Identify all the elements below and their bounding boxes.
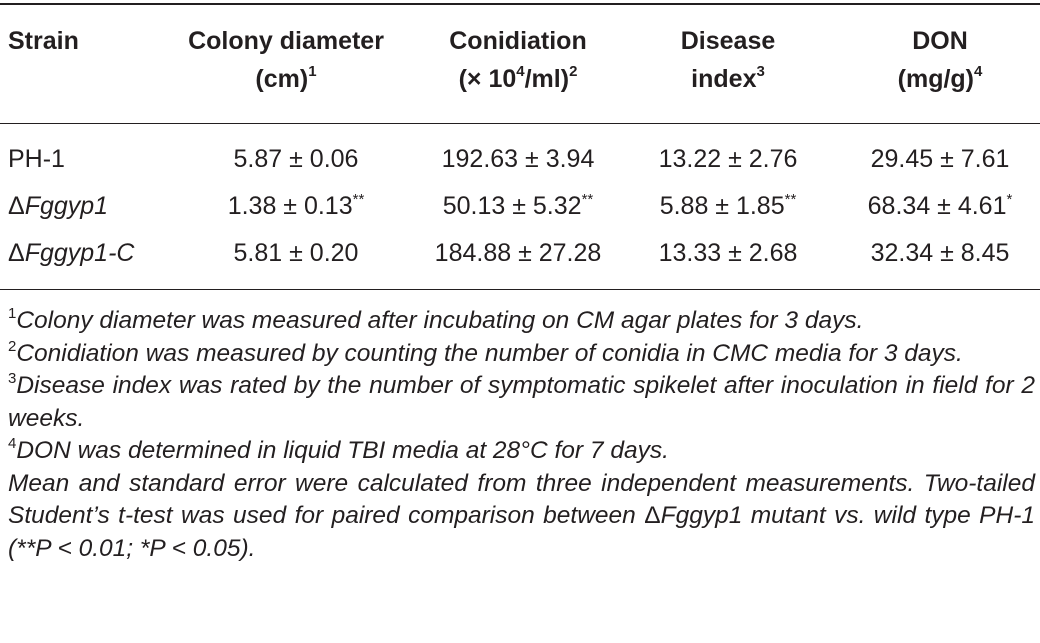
table-bottom-rule: [0, 289, 1040, 290]
colony-diameter-cell: 5.87 ± 0.06: [233, 145, 359, 173]
header-colony-diameter: Colony diameter (cm)1: [188, 27, 384, 93]
header-rule: [0, 123, 1040, 124]
don-cell: 68.34 ± 4.61*: [867, 191, 1013, 220]
disease-index-cell: 13.22 ± 2.76: [658, 145, 798, 173]
table-top-rule: [0, 3, 1040, 5]
header-don: DON (mg/g)4: [897, 27, 983, 93]
header-strain: Strain: [8, 27, 79, 55]
colony-diameter-cell: 5.81 ± 0.20: [233, 239, 359, 267]
conidiation-cell: 184.88 ± 27.28: [434, 239, 602, 267]
footnote-colony-diameter: 1Colony diameter was measured after incu…: [8, 305, 864, 334]
footnote-don: 4DON was determined in liquid TBI media …: [8, 435, 669, 464]
header-conidiation: Conidiation (× 104/ml)2: [449, 27, 587, 93]
footnote-disease-index: 3Disease index was rated by the number o…: [8, 370, 1035, 432]
strain-cell: PH-1: [8, 145, 65, 173]
conidiation-cell: 192.63 ± 3.94: [441, 145, 595, 173]
don-cell: 29.45 ± 7.61: [870, 145, 1010, 173]
colony-diameter-cell: 1.38 ± 0.13**: [227, 191, 365, 220]
conidiation-cell: 50.13 ± 5.32**: [442, 191, 594, 220]
footnote-conidiation: 2Conidiation was measured by counting th…: [8, 337, 963, 367]
strain-cell: ΔFggyp1: [8, 192, 109, 220]
header-disease-index: Disease index3: [680, 27, 776, 93]
table-footnotes: 1Colony diameter was measured after incu…: [8, 305, 1035, 565]
disease-index-cell: 5.88 ± 1.85**: [659, 191, 797, 220]
strain-cell: ΔFggyp1-C: [8, 239, 135, 267]
stats-note: Mean and standard error were calculated …: [8, 469, 1035, 562]
disease-index-cell: 13.33 ± 2.68: [658, 239, 798, 267]
don-cell: 32.34 ± 8.45: [870, 239, 1010, 267]
